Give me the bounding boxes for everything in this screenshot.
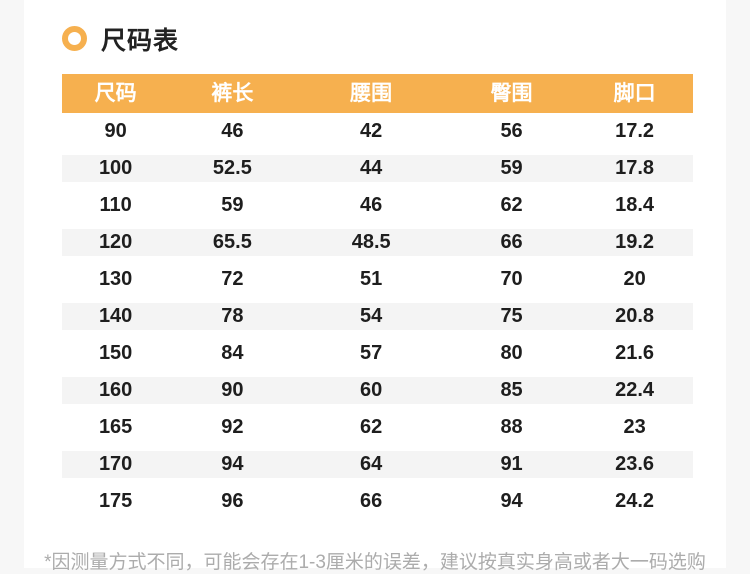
table-cell-leg-opening: 24.2 [615, 490, 655, 512]
table-row-size-140: 140 78 54 75 20.8 [62, 298, 693, 335]
table-cell-waist: 64 [360, 453, 383, 475]
table-cell-hip: 56 [500, 120, 523, 142]
table-row-size-170: 170 94 64 91 23.6 [62, 446, 693, 483]
size-table: 尺码 裤长 腰围 臀围 脚口 90 46 42 56 17.2 100 52.5 44 59 17.8 11… [62, 74, 693, 520]
table-cell-size: 110 [99, 194, 132, 216]
table-cell-waist: 60 [360, 379, 383, 401]
table-cell-leg-opening: 17.8 [615, 157, 655, 179]
table-row-size-120: 120 65.5 48.5 66 19.2 [62, 224, 693, 261]
table-cell-hip: 85 [500, 379, 523, 401]
table-cell-leg-opening: 22.4 [615, 379, 655, 401]
column-header-size: 尺码 [94, 82, 137, 105]
table-cell-waist: 62 [360, 416, 383, 438]
column-header-leg-opening: 脚口 [613, 82, 656, 105]
table-cell-hip: 66 [500, 231, 523, 253]
table-cell-pants-length: 59 [221, 194, 244, 216]
column-header-pants-length: 裤长 [211, 82, 254, 105]
section-title-row: 尺码表 [24, 0, 726, 55]
table-row-size-160: 160 90 60 85 22.4 [62, 372, 693, 409]
table-row-size-150: 150 84 57 80 21.6 [62, 335, 693, 372]
ring-bullet-icon [62, 26, 87, 51]
table-cell-waist: 57 [360, 342, 383, 364]
table-cell-hip: 59 [500, 157, 523, 179]
column-header-hip: 臀围 [490, 82, 533, 105]
table-cell-waist: 51 [360, 268, 383, 290]
table-cell-pants-length: 65.5 [212, 231, 252, 253]
table-cell-size: 140 [98, 305, 133, 327]
table-row-size-90: 90 46 42 56 17.2 [62, 113, 693, 150]
table-cell-pants-length: 46 [221, 120, 244, 142]
table-cell-waist: 44 [360, 157, 383, 179]
size-table-body: 90 46 42 56 17.2 100 52.5 44 59 17.8 110 59 46 62 18.4… [62, 113, 693, 520]
table-cell-hip: 94 [500, 490, 523, 512]
table-cell-size: 160 [98, 379, 133, 401]
table-cell-size: 90 [104, 120, 127, 142]
table-cell-leg-opening: 23.6 [615, 453, 655, 475]
table-cell-hip: 88 [500, 416, 523, 438]
table-row-size-100: 100 52.5 44 59 17.8 [62, 150, 693, 187]
table-cell-pants-length: 78 [221, 305, 244, 327]
table-row-size-110: 110 59 46 62 18.4 [62, 187, 693, 224]
table-cell-hip: 80 [500, 342, 523, 364]
table-cell-size: 150 [98, 342, 133, 364]
table-cell-hip: 70 [500, 268, 523, 290]
table-cell-pants-length: 52.5 [212, 157, 252, 179]
table-cell-pants-length: 92 [221, 416, 244, 438]
table-cell-size: 100 [98, 157, 133, 179]
measurement-disclaimer: *因测量方式不同，可能会存在1-3厘米的误差，建议按真实身高或者大一码选购 [44, 552, 706, 573]
table-cell-leg-opening: 20 [623, 268, 646, 290]
table-cell-size: 130 [98, 268, 133, 290]
table-cell-size: 120 [98, 231, 133, 253]
table-cell-leg-opening: 23 [623, 416, 646, 438]
column-header-waist: 腰围 [350, 82, 393, 105]
table-row-size-165: 165 92 62 88 23 [62, 409, 693, 446]
table-cell-waist: 42 [360, 120, 383, 142]
size-chart-panel: 尺码表 尺码 裤长 腰围 臀围 脚口 90 46 42 56 17.2 100 52.5 44 59 17… [24, 0, 726, 573]
table-row-size-130: 130 72 51 70 20 [62, 261, 693, 298]
table-cell-hip: 91 [500, 453, 523, 475]
table-cell-hip: 62 [500, 194, 523, 216]
size-table-header-row: 尺码 裤长 腰围 臀围 脚口 [62, 74, 693, 113]
table-cell-size: 170 [98, 453, 133, 475]
table-cell-leg-opening: 18.4 [615, 194, 655, 216]
table-cell-waist: 46 [360, 194, 383, 216]
table-cell-waist: 54 [360, 305, 383, 327]
table-cell-size: 175 [98, 490, 133, 512]
table-cell-pants-length: 84 [221, 342, 244, 364]
table-cell-pants-length: 96 [221, 490, 244, 512]
table-cell-leg-opening: 21.6 [615, 342, 655, 364]
table-cell-leg-opening: 20.8 [615, 305, 655, 327]
table-cell-hip: 75 [500, 305, 523, 327]
table-cell-leg-opening: 17.2 [615, 120, 655, 142]
table-cell-waist: 48.5 [351, 231, 391, 253]
table-cell-pants-length: 90 [221, 379, 244, 401]
table-cell-leg-opening: 19.2 [615, 231, 655, 253]
table-cell-size: 165 [98, 416, 133, 438]
table-cell-waist: 66 [360, 490, 383, 512]
table-row-size-175: 175 96 66 94 24.2 [62, 483, 693, 520]
page-title: 尺码表 [101, 26, 180, 55]
table-cell-pants-length: 72 [221, 268, 244, 290]
table-cell-pants-length: 94 [221, 453, 244, 475]
